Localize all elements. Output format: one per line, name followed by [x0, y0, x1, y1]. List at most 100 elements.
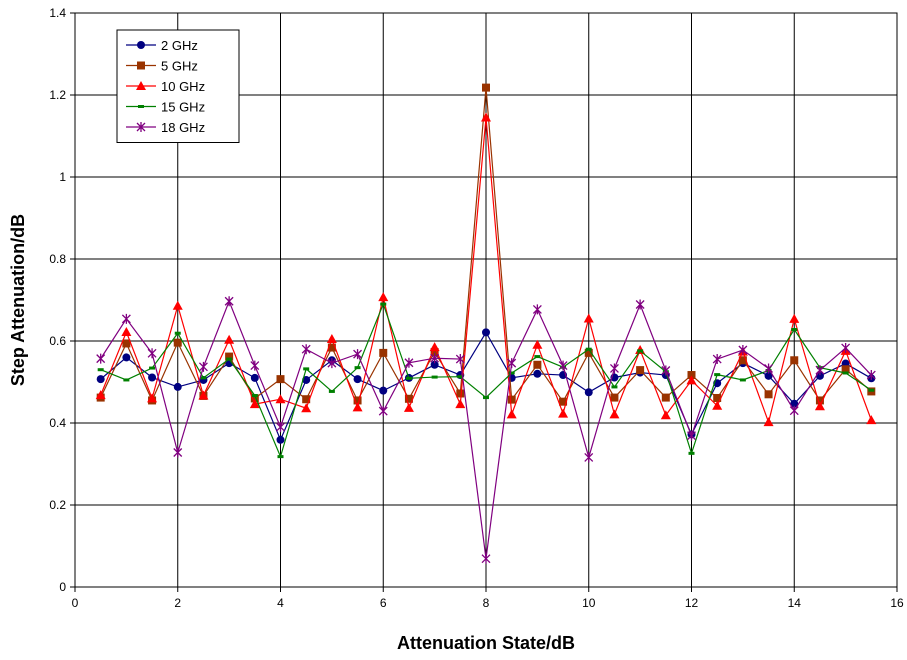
data-point-5ghz	[353, 396, 362, 405]
data-point-5ghz	[173, 338, 182, 347]
data-point-2ghz	[122, 353, 131, 362]
data-point-18ghz	[455, 354, 465, 365]
data-point-2ghz	[764, 371, 773, 380]
data-point-10ghz	[583, 313, 594, 323]
data-point-10ghz	[378, 292, 389, 302]
legend-marker	[137, 41, 145, 49]
legend-marker	[137, 61, 145, 70]
data-point-15ghz	[791, 328, 798, 332]
legend-item-15ghz: 15 GHz	[126, 100, 205, 115]
legend-marker	[138, 105, 144, 108]
data-point-5ghz	[636, 366, 645, 375]
data-point-10ghz	[789, 313, 800, 323]
data-point-15ghz	[431, 375, 438, 379]
data-point-15ghz	[483, 396, 489, 400]
data-point-10ghz	[532, 339, 543, 349]
data-point-10ghz	[275, 394, 286, 404]
data-point-10ghz	[249, 399, 260, 409]
data-point-10ghz	[301, 403, 312, 413]
data-point-5ghz	[687, 371, 696, 380]
data-point-2ghz	[584, 388, 593, 397]
legend-label: 18 GHz	[161, 120, 205, 135]
data-point-5ghz	[302, 395, 311, 404]
data-point-5ghz	[250, 394, 259, 403]
data-point-15ghz	[277, 455, 284, 459]
data-point-15ghz	[354, 366, 361, 370]
data-point-18ghz	[430, 353, 440, 364]
legend-label: 10 GHz	[161, 79, 205, 94]
data-point-10ghz	[172, 300, 183, 310]
data-point-5ghz	[404, 394, 413, 403]
legend-marker	[136, 81, 146, 90]
data-point-18ghz	[121, 313, 131, 324]
data-point-15ghz	[688, 451, 695, 455]
data-point-5ghz	[482, 83, 490, 92]
series-layer	[95, 83, 877, 564]
data-point-18ghz	[661, 365, 671, 376]
data-point-18ghz	[404, 357, 414, 368]
data-point-18ghz	[866, 370, 876, 381]
data-point-15ghz	[226, 357, 233, 361]
data-point-18ghz	[301, 344, 311, 355]
data-point-15ghz	[174, 331, 181, 335]
data-point-5ghz	[790, 356, 799, 365]
data-point-5ghz	[584, 348, 593, 357]
data-point-18ghz	[250, 360, 260, 371]
data-point-5ghz	[533, 360, 542, 369]
data-point-15ghz	[611, 385, 618, 389]
data-point-18ghz	[96, 353, 106, 364]
data-point-5ghz	[225, 352, 234, 361]
legend-label: 15 GHz	[161, 100, 205, 115]
data-point-10ghz	[429, 342, 440, 352]
x-tick-label: 12	[685, 596, 699, 610]
data-point-18ghz	[635, 299, 645, 310]
data-point-5ghz	[276, 375, 285, 384]
legend-label: 2 GHz	[161, 38, 198, 53]
data-point-10ghz	[686, 375, 697, 385]
data-point-15ghz	[739, 378, 746, 382]
data-point-15ghz	[251, 394, 258, 398]
data-point-10ghz	[326, 333, 337, 343]
data-point-15ghz	[405, 376, 412, 380]
data-point-18ghz	[507, 358, 517, 369]
data-point-5ghz	[122, 339, 131, 348]
data-point-18ghz	[789, 405, 799, 416]
data-point-5ghz	[456, 389, 465, 398]
y-axis: 0 0.2 0.4 0.6 0.8 1 1.2 1.4	[49, 6, 75, 594]
data-point-15ghz	[457, 375, 464, 379]
data-point-15ghz	[585, 347, 592, 351]
legend-marker	[136, 122, 146, 132]
x-tick-label: 16	[890, 596, 904, 610]
data-point-18ghz	[841, 342, 851, 353]
data-point-18ghz	[327, 358, 337, 369]
data-point-18ghz	[815, 365, 825, 376]
data-point-18ghz	[481, 553, 491, 564]
data-point-18ghz	[173, 447, 183, 458]
data-point-10ghz	[712, 400, 723, 410]
data-point-15ghz	[97, 368, 104, 372]
data-point-10ghz	[660, 410, 671, 420]
data-point-10ghz	[352, 402, 363, 412]
data-point-15ghz	[380, 302, 387, 306]
x-axis-label: Attenuation State/dB	[397, 633, 575, 653]
data-point-15ghz	[200, 376, 207, 380]
y-tick-label: 0.4	[49, 416, 66, 430]
series-5ghz	[96, 83, 876, 406]
data-point-10ghz	[609, 409, 620, 419]
x-axis: 0 2 4 6 8 10 12 14 16	[72, 587, 904, 610]
y-tick-label: 1	[59, 170, 66, 184]
data-point-18ghz	[584, 452, 594, 463]
legend-item-2ghz: 2 GHz	[126, 38, 198, 53]
x-tick-label: 0	[72, 596, 79, 610]
data-point-2ghz	[482, 328, 490, 337]
data-point-5ghz	[738, 356, 747, 365]
data-point-18ghz	[532, 304, 542, 315]
data-point-15ghz	[303, 367, 310, 371]
data-point-5ghz	[713, 393, 722, 402]
data-point-10ghz	[481, 112, 491, 122]
data-point-5ghz	[507, 395, 516, 404]
x-tick-label: 6	[380, 596, 387, 610]
x-tick-label: 14	[788, 596, 802, 610]
data-point-5ghz	[430, 348, 439, 357]
data-point-5ghz	[815, 396, 824, 405]
